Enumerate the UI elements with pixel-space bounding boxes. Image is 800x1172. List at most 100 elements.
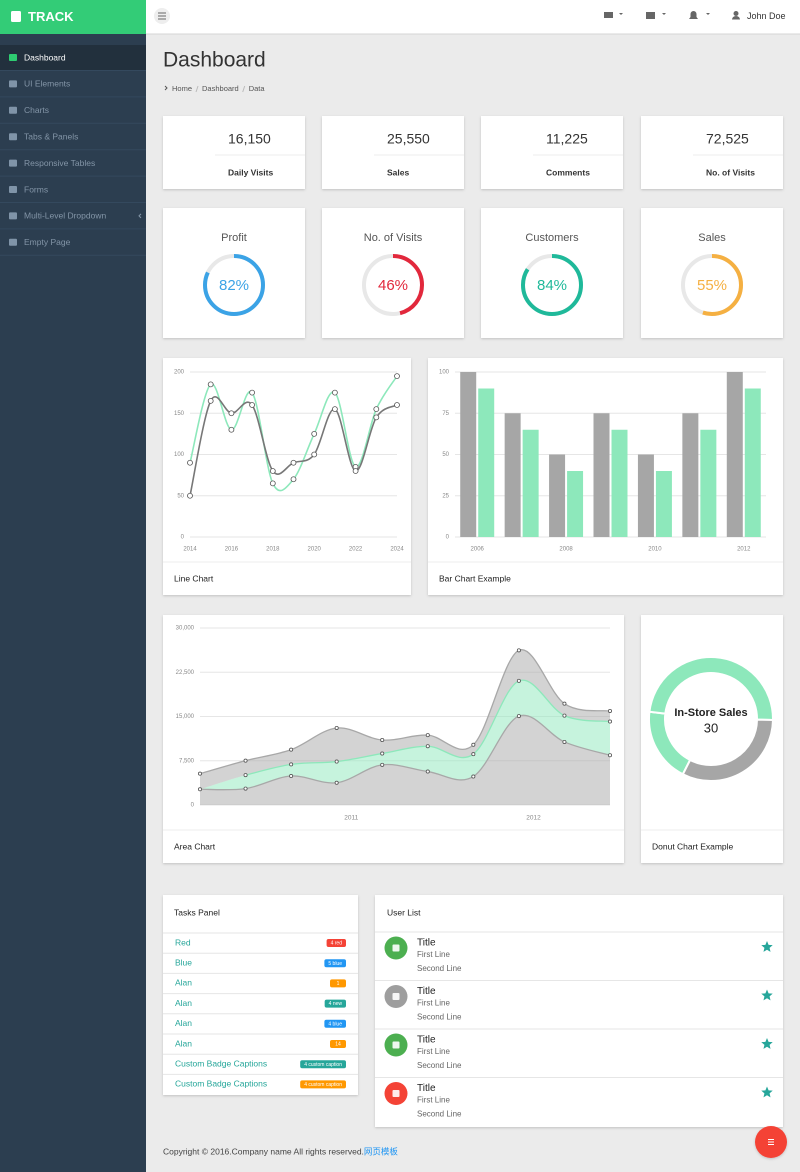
user-star[interactable] — [761, 1038, 773, 1049]
user-avatar-icon — [392, 993, 400, 1000]
sidebar-item[interactable]: UI Elements — [0, 71, 146, 98]
task-label[interactable]: Alan — [175, 1018, 192, 1028]
user-icon-body[interactable] — [732, 16, 740, 20]
task-label[interactable]: Blue — [175, 957, 192, 967]
mail-icon[interactable] — [604, 12, 613, 18]
bar — [549, 454, 566, 537]
sidebar-label[interactable]: Charts — [24, 105, 49, 115]
logo-icon — [11, 11, 21, 22]
sidebar-item-bg[interactable] — [0, 150, 146, 176]
sidebar-item[interactable]: Multi-Level Dropdown — [0, 203, 146, 230]
task-badge: 4 blue — [324, 1019, 346, 1028]
breadcrumb-item[interactable]: Home — [172, 84, 192, 93]
task-label[interactable]: Alan — [175, 978, 192, 988]
user-line: First Line — [417, 999, 450, 1008]
user-line: Second Line — [417, 1061, 462, 1070]
area-point — [608, 719, 613, 724]
bell-icon[interactable] — [689, 11, 698, 19]
stat-card-label: Comments — [546, 167, 590, 177]
area-line — [245, 679, 611, 776]
line-point — [187, 459, 193, 466]
user-star[interactable] — [761, 941, 773, 952]
sidebar-item[interactable]: Dashboard — [0, 45, 146, 71]
task-badge-bg — [300, 1060, 346, 1069]
sidebar-item-bg[interactable] — [0, 45, 146, 70]
task-badge: 1 — [330, 979, 346, 988]
user-name[interactable]: John Doe — [747, 11, 786, 21]
sidebar-label[interactable]: Multi-Level Dropdown — [24, 211, 106, 221]
card — [641, 116, 783, 189]
area-point — [562, 739, 567, 744]
task-badge: 4 new — [324, 999, 346, 1008]
logo-text: TRACK — [28, 9, 74, 24]
sidebar-item[interactable]: Empty Page — [0, 229, 146, 256]
donut-label: In-Store Sales — [674, 707, 747, 719]
sidebar-item[interactable]: Tabs & Panels — [0, 124, 146, 151]
stat-card-value: 11,225 — [546, 131, 588, 147]
sidebar-item[interactable]: Charts — [0, 97, 146, 124]
sidebar-item-bg[interactable] — [0, 124, 146, 150]
area-fill — [200, 680, 610, 790]
card — [322, 208, 464, 338]
task-badge-text: 4 red — [331, 941, 343, 947]
bar — [611, 429, 628, 537]
sidebar-item-bg[interactable] — [0, 97, 146, 123]
task-label[interactable]: Custom Badge Captions — [175, 1058, 267, 1068]
line-point — [228, 426, 235, 433]
task-label[interactable]: Alan — [175, 998, 192, 1008]
bar — [637, 454, 654, 537]
sidebar-item[interactable]: Responsive Tables — [0, 150, 146, 177]
bar — [700, 429, 717, 537]
chart-title: Area Chart — [174, 841, 216, 851]
user-avatar-icon — [392, 1090, 400, 1097]
task-label[interactable]: Custom Badge Captions — [175, 1079, 267, 1089]
gauge-value: 55% — [697, 277, 727, 294]
user-star[interactable] — [761, 989, 773, 1001]
sidebar-item-bg[interactable] — [0, 203, 146, 229]
area-point — [243, 786, 248, 791]
user-icon[interactable] — [733, 11, 739, 16]
dropdown-caret — [662, 13, 666, 15]
area-point — [380, 762, 385, 767]
sidebar-label[interactable]: Dashboard — [24, 52, 66, 62]
sidebar-label[interactable]: Tabs & Panels — [24, 131, 78, 141]
menu-toggle[interactable] — [154, 8, 170, 24]
sidebar-label[interactable]: Responsive Tables — [24, 158, 95, 168]
area-point — [516, 648, 521, 653]
sidebar-label[interactable]: UI Elements — [24, 79, 70, 89]
sidebar-label[interactable]: Forms — [24, 184, 48, 194]
gauge-value: 82% — [219, 277, 249, 294]
line-point — [207, 397, 214, 404]
task-badge-bg — [326, 939, 346, 947]
task-label[interactable]: Red — [175, 937, 191, 947]
line-point — [394, 373, 400, 380]
y-tick-label: 75 — [442, 411, 449, 417]
line-point — [311, 430, 318, 437]
task-badge-bg — [324, 959, 346, 968]
area-point — [243, 773, 248, 778]
bar — [655, 471, 672, 537]
task-badge-bg — [300, 1080, 346, 1089]
card — [481, 208, 623, 338]
x-tick-label: 2024 — [390, 547, 404, 553]
tasks-icon[interactable] — [646, 12, 655, 19]
area-point — [289, 747, 294, 752]
bar — [593, 413, 610, 537]
task-label[interactable]: Alan — [175, 1038, 192, 1048]
sidebar-item[interactable]: Forms — [0, 177, 146, 203]
line-point — [394, 402, 400, 408]
sidebar-label[interactable]: Empty Page — [24, 237, 71, 247]
dropdown-arrow — [138, 213, 142, 219]
panel-title: User List — [387, 907, 421, 917]
line-point — [311, 451, 318, 458]
breadcrumb-item[interactable]: Dashboard — [202, 84, 239, 93]
sidebar-item-bg[interactable] — [0, 71, 146, 97]
user-star[interactable] — [761, 1086, 773, 1098]
sidebar-item-bg[interactable] — [0, 229, 146, 255]
sidebar-item-bg[interactable] — [0, 177, 146, 202]
footer-link[interactable]: 网页模板 — [364, 1146, 399, 1156]
gauge-arc — [521, 254, 583, 316]
chart-title: Bar Chart Example — [439, 573, 511, 583]
top-bar — [146, 0, 800, 34]
fab-button[interactable] — [755, 1126, 787, 1158]
